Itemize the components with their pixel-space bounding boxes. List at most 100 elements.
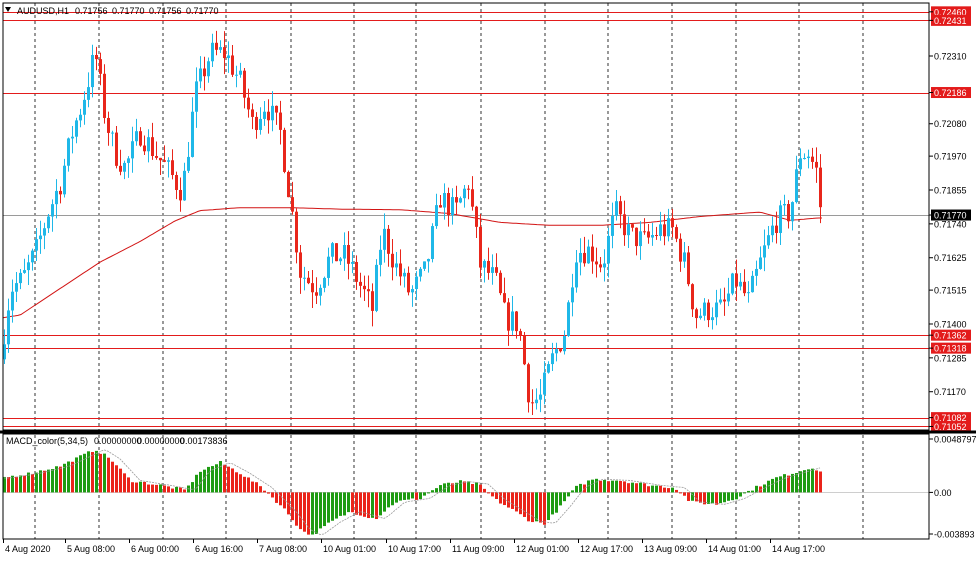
price-axis-label: 0.71740 xyxy=(929,219,967,229)
macd-bar xyxy=(103,454,106,493)
candle-body xyxy=(415,277,418,289)
macd-bar xyxy=(791,474,794,492)
candle-body xyxy=(623,214,626,235)
candle-body xyxy=(67,138,70,165)
macd-bar xyxy=(671,488,674,493)
macd-bar xyxy=(139,482,142,493)
candle-body xyxy=(467,189,470,190)
price-axis-label-text: 0.71285 xyxy=(934,353,967,363)
macd-bar xyxy=(291,492,294,520)
macd-bar xyxy=(607,481,610,492)
macd-bar xyxy=(387,492,390,507)
candle-body xyxy=(399,263,402,276)
macd-bar xyxy=(95,451,98,492)
candle-body xyxy=(459,198,462,202)
candle-body xyxy=(87,87,90,100)
macd-bar xyxy=(475,482,478,492)
price-axis-label: 0.71625 xyxy=(929,253,967,263)
macd-bar xyxy=(599,481,602,493)
macd-bar xyxy=(223,465,226,493)
macd-bar xyxy=(59,467,62,493)
candle-body xyxy=(403,273,406,277)
macd-bar xyxy=(695,492,698,501)
macd-bar xyxy=(235,472,238,492)
macd-bar xyxy=(815,470,818,492)
macd-bar xyxy=(699,492,702,502)
candle-body xyxy=(279,113,282,130)
candle-body xyxy=(375,265,378,311)
symbol-header: AUDUSD,H1 0.71756 0.71770 0.71756 0.7177… xyxy=(5,6,219,16)
current-price-tag: 0.71770 xyxy=(929,210,971,221)
macd-bar xyxy=(495,492,498,499)
candle-body xyxy=(575,262,578,287)
macd-bar xyxy=(575,486,578,493)
candle-body xyxy=(103,74,106,118)
candle-body xyxy=(147,137,150,151)
x-tick-label: 14 Aug 17:00 xyxy=(772,544,825,554)
candle-body xyxy=(519,331,522,336)
candle-body xyxy=(39,236,42,240)
macd-bar xyxy=(407,492,410,499)
macd-bar xyxy=(551,492,554,514)
macd-bar xyxy=(775,477,778,492)
candle-body xyxy=(171,160,174,175)
macd-bar xyxy=(811,469,814,493)
x-tick-label: 4 Aug 2020 xyxy=(5,544,51,554)
macd-bar xyxy=(735,492,738,499)
candle-body xyxy=(63,166,66,195)
macd-bar xyxy=(615,481,618,493)
macd-bar xyxy=(379,492,382,515)
macd-bar xyxy=(459,480,462,492)
macd-bar xyxy=(35,473,38,493)
macd-bar xyxy=(715,492,718,504)
macd-bar xyxy=(711,492,714,503)
macd-bar xyxy=(263,491,266,493)
macd-value-3: 0.00173836 xyxy=(180,436,228,446)
candle-body xyxy=(231,55,234,74)
candle-body xyxy=(131,141,134,158)
macd-bar xyxy=(803,470,806,492)
macd-bar xyxy=(511,492,514,509)
macd-bar xyxy=(327,492,330,522)
candle-body xyxy=(79,115,82,121)
candle-body xyxy=(555,349,558,353)
macd-bar xyxy=(311,492,314,534)
candle-body xyxy=(155,156,158,158)
macd-bar xyxy=(107,458,110,493)
candle-body xyxy=(427,259,430,261)
price-axis-label: 0.71400 xyxy=(929,319,967,329)
macd-bar xyxy=(43,471,46,493)
candle-body xyxy=(523,336,526,365)
macd-bar xyxy=(547,492,550,520)
price-axis-label-text: 0.71400 xyxy=(934,319,967,329)
x-tick-label: 11 Aug 09:00 xyxy=(452,544,504,554)
candle-body xyxy=(223,47,226,58)
level-price-tag: 0.72431 xyxy=(929,15,971,26)
macd-bar xyxy=(395,492,398,502)
macd-bar xyxy=(627,483,630,492)
candle-body xyxy=(395,263,398,267)
candle-body xyxy=(227,55,230,58)
candle-body xyxy=(679,239,682,262)
candle-body xyxy=(283,130,286,172)
candle-body xyxy=(655,235,658,236)
candle-body xyxy=(607,236,610,264)
macd-value-2: 0.00000000 xyxy=(137,436,185,446)
macd-bar xyxy=(639,483,642,493)
macd-bar xyxy=(227,467,230,493)
candle-body xyxy=(683,252,686,261)
candle-body xyxy=(159,158,162,160)
candle-body xyxy=(811,157,814,162)
macd-bar xyxy=(243,477,246,493)
macd-bar xyxy=(587,480,590,492)
candle-body xyxy=(239,71,242,75)
macd-bar xyxy=(279,492,282,505)
macd-bar xyxy=(403,492,406,500)
price-axis-label: 0.71855 xyxy=(929,185,967,195)
macd-bar xyxy=(195,475,198,493)
macd-bar xyxy=(415,492,418,500)
macd-bar xyxy=(731,492,734,500)
level-price-tag-text: 0.72186 xyxy=(934,88,967,98)
